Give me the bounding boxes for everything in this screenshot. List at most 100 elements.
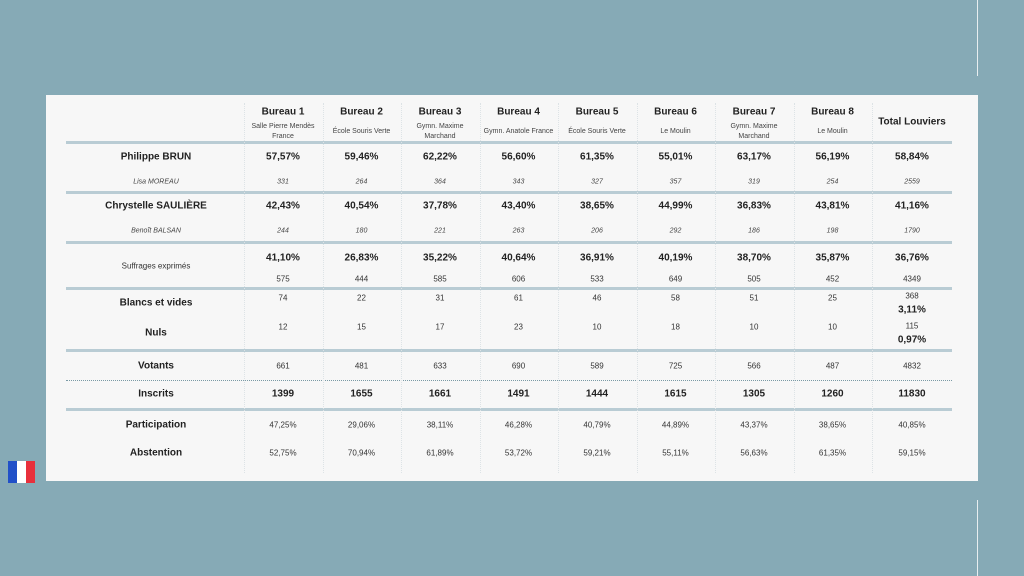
cell: 292 (669, 227, 682, 235)
cell: 10 (828, 322, 837, 332)
cell: 263 (512, 227, 525, 235)
row-label: Votants (138, 360, 174, 372)
cell: 4349 (903, 274, 921, 284)
cell: 43,81% (815, 200, 850, 212)
column-divider (793, 103, 795, 473)
cell: 53,72% (504, 448, 533, 458)
cell: 1260 (821, 388, 844, 400)
cell: 58 (671, 293, 680, 303)
cell: 61 (514, 293, 523, 303)
row-label: Blancs et vides (119, 297, 193, 309)
cell: 1444 (585, 388, 609, 400)
cell: 44,89% (661, 420, 690, 430)
cell: 35,22% (423, 252, 457, 264)
cell: 331 (277, 178, 289, 186)
cell: 17 (435, 322, 445, 332)
cell: 22 (357, 293, 366, 303)
column-subtitle: Salle Pierre Mendès France (251, 123, 315, 140)
cell: 1615 (664, 388, 687, 400)
cell: 59,15% (898, 448, 926, 458)
separator (66, 241, 952, 244)
cell: 23 (514, 322, 523, 332)
separator (66, 380, 952, 381)
cell: 55,11% (662, 448, 689, 458)
cell: 70,94% (347, 448, 376, 458)
cell: 44,99% (658, 200, 693, 212)
cell: 10 (749, 322, 759, 332)
cell: 319 (748, 178, 760, 186)
edge-line (977, 0, 978, 76)
column-subtitle: École Souris Verte (568, 128, 626, 135)
cell: 43,40% (501, 200, 536, 212)
cell: 40,64% (501, 252, 536, 264)
cell: 15 (357, 322, 366, 332)
column-divider (244, 103, 245, 473)
cell: 505 (747, 274, 761, 284)
cell: 55,01% (658, 151, 693, 163)
cell: 1491 (507, 388, 530, 400)
cell: 10 (592, 322, 602, 332)
edge-line (977, 500, 978, 576)
cell: 38,11% (426, 420, 454, 430)
cell: 56,60% (501, 151, 536, 163)
cell: 61,35% (818, 448, 847, 458)
cell: 42,43% (266, 200, 300, 212)
column-title: Bureau 3 (418, 106, 462, 118)
cell: 38,65% (818, 420, 847, 430)
column-divider (636, 103, 638, 473)
cell: 40,85% (898, 420, 926, 430)
cell: 487 (825, 361, 840, 371)
cell: 690 (511, 361, 526, 371)
cell: 11830 (898, 388, 926, 400)
cell: 221 (434, 227, 446, 235)
cell: 115 (905, 321, 919, 331)
cell: 725 (668, 361, 683, 371)
row-label: Lisa MOREAU (133, 178, 179, 186)
cell: 58,84% (895, 151, 929, 163)
cell: 2559 (904, 178, 920, 186)
column-divider (715, 103, 716, 473)
separator (66, 408, 952, 411)
separator (66, 287, 952, 290)
row-label: Abstention (129, 447, 183, 459)
cell: 444 (354, 274, 369, 284)
cell: 59,21% (583, 448, 611, 458)
cell: 1305 (742, 388, 766, 400)
column-title: Total Louviers (878, 116, 946, 128)
cell: 481 (354, 361, 369, 371)
cell: 41,16% (895, 200, 929, 212)
cell: 606 (511, 274, 526, 284)
cell: 206 (591, 227, 603, 235)
column-title: Bureau 8 (811, 106, 854, 118)
cell: 180 (355, 227, 368, 235)
row-label: Participation (125, 419, 187, 431)
cell: 35,87% (815, 252, 850, 264)
cell: 62,22% (423, 151, 457, 163)
cell: 244 (277, 227, 289, 235)
separator (66, 349, 952, 352)
cell: 649 (668, 274, 683, 284)
row-label: Nuls (145, 327, 167, 339)
cell: 25 (828, 293, 837, 303)
cell: 264 (355, 178, 368, 186)
cell: 198 (826, 227, 839, 235)
cell: 40,54% (344, 200, 379, 212)
column-title: Bureau 6 (654, 106, 697, 118)
cell: 40,19% (658, 252, 693, 264)
cell: 43,37% (740, 420, 768, 430)
column-subtitle: Gymn. Maxime Marchand (416, 123, 464, 140)
cell: 26,83% (344, 252, 379, 264)
row-label: Chrystelle SAULIÈRE (105, 200, 207, 212)
row-label: Suffrages exprimés (121, 261, 191, 271)
row-label: Philippe BRUN (120, 151, 192, 163)
column-title: Bureau 5 (575, 106, 619, 118)
column-subtitle: Gymn. Maxime Marchand (730, 123, 778, 140)
cell: 18 (671, 322, 680, 332)
cell: 59,46% (344, 151, 379, 163)
column-title: Bureau 2 (340, 106, 383, 118)
cell: 61,89% (426, 448, 454, 458)
cell: 575 (276, 274, 290, 284)
cell: 1655 (350, 388, 373, 400)
column-subtitle: Le Moulin (817, 128, 848, 135)
